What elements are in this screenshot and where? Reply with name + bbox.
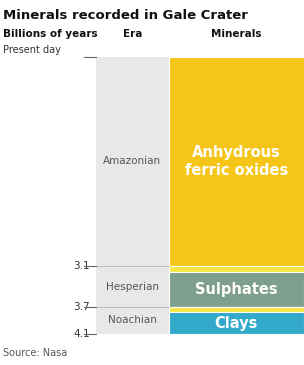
Text: Billions of years: Billions of years xyxy=(3,29,98,39)
Text: Noachian: Noachian xyxy=(108,315,157,326)
Bar xyxy=(169,272,304,307)
Text: 4.1: 4.1 xyxy=(73,329,90,339)
Text: Era: Era xyxy=(123,29,142,39)
Text: Minerals recorded in Gale Crater: Minerals recorded in Gale Crater xyxy=(3,9,248,22)
Text: Clays: Clays xyxy=(215,316,258,331)
Bar xyxy=(169,312,304,334)
Text: Hesperian: Hesperian xyxy=(106,282,159,292)
Text: 3.7: 3.7 xyxy=(73,302,90,312)
Bar xyxy=(96,57,169,334)
Text: Sulphates: Sulphates xyxy=(195,282,278,297)
Text: Amazonian: Amazonian xyxy=(103,157,161,166)
Bar xyxy=(169,307,304,312)
Text: Source: Nasa: Source: Nasa xyxy=(3,348,67,358)
Text: 3.1: 3.1 xyxy=(73,261,90,271)
Bar xyxy=(169,57,304,266)
Text: Present day: Present day xyxy=(3,45,61,55)
Text: Minerals: Minerals xyxy=(211,29,262,39)
Bar xyxy=(169,266,304,272)
Text: Anhydrous
ferric oxides: Anhydrous ferric oxides xyxy=(185,145,288,178)
